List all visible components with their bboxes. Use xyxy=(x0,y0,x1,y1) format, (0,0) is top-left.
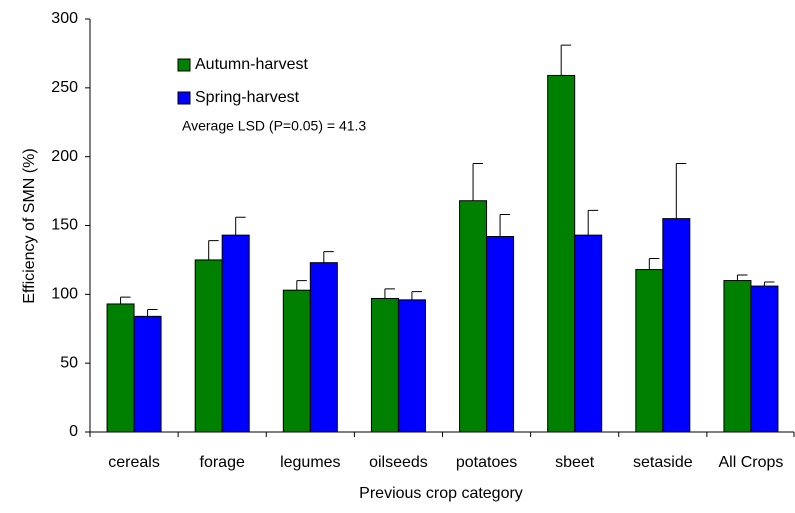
x-tick-label: All Crops xyxy=(718,454,783,471)
x-tick-label: oilseeds xyxy=(369,454,428,471)
bar xyxy=(282,289,311,433)
error-bar xyxy=(648,258,660,270)
bar xyxy=(750,285,779,433)
legend-swatch xyxy=(177,91,191,105)
y-axis-title: Efficiency of SMN (%) xyxy=(21,148,38,303)
bar xyxy=(574,234,603,433)
y-tick-label: 200 xyxy=(51,148,78,165)
error-bar xyxy=(323,251,334,263)
legend-label: Autumn-harvest xyxy=(195,56,308,73)
error-bar xyxy=(675,163,687,219)
bar xyxy=(221,234,250,433)
y-tick-label: 250 xyxy=(51,79,78,96)
error-bar xyxy=(411,291,422,300)
y-tick-label: 300 xyxy=(51,10,78,27)
error-bar xyxy=(560,44,572,76)
annotation: Average LSD (P=0.05) = 41.3 xyxy=(182,118,366,134)
x-tick-label: sbeet xyxy=(555,454,595,471)
x-tick-label: setaside xyxy=(633,454,693,471)
bar xyxy=(370,297,399,433)
bar xyxy=(547,74,576,433)
x-tick-label: forage xyxy=(200,454,245,471)
error-bar xyxy=(120,296,131,304)
error-bar xyxy=(499,213,511,237)
y-tick-label: 100 xyxy=(51,286,78,303)
y-tick-label: 0 xyxy=(69,423,78,440)
error-bar xyxy=(384,288,395,299)
bar xyxy=(397,299,426,433)
x-axis-title: Previous crop category xyxy=(359,485,523,502)
error-bar xyxy=(587,209,599,236)
error-bar xyxy=(296,280,307,291)
error-bar xyxy=(235,216,246,236)
legend-swatch xyxy=(177,58,191,72)
x-tick-label: cereals xyxy=(108,454,160,471)
y-tick-label: 50 xyxy=(60,354,78,371)
x-tick-label: potatoes xyxy=(456,454,517,471)
error-bar xyxy=(763,281,775,287)
legend-label: Spring-harvest xyxy=(195,89,300,106)
bar xyxy=(723,280,752,433)
y-tick-label: 150 xyxy=(51,217,78,234)
bar xyxy=(459,200,488,433)
bar xyxy=(106,303,135,433)
bar xyxy=(194,259,223,433)
bar xyxy=(486,236,515,433)
error-bar xyxy=(736,274,748,281)
x-tick-label: legumes xyxy=(280,454,340,471)
bar xyxy=(635,269,664,433)
bar xyxy=(662,218,691,433)
bar xyxy=(309,262,338,433)
error-bar xyxy=(472,163,484,201)
bar xyxy=(133,315,162,433)
error-bar xyxy=(147,308,158,317)
error-bar xyxy=(208,240,219,260)
